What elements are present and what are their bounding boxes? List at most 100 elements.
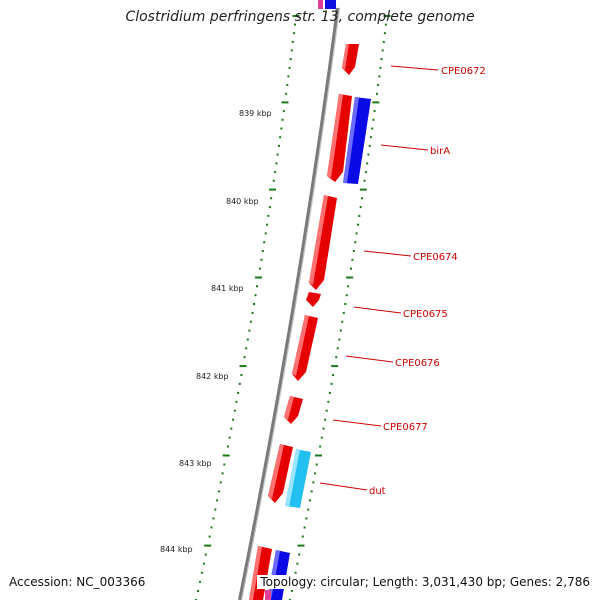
inner-scale-minor-tick <box>281 118 284 121</box>
inner-scale-minor-tick <box>217 490 220 493</box>
inner-scale-minor-tick <box>228 436 231 439</box>
inner-scale-major-tick <box>239 365 247 368</box>
scale-label-841: 841 kbp <box>211 284 244 293</box>
inner-scale-minor-tick <box>238 382 241 385</box>
inner-scale-minor-tick <box>226 445 229 448</box>
inner-scale-minor-tick <box>282 110 285 113</box>
outer-scale-minor-tick <box>376 92 378 95</box>
outer-scale-minor-tick <box>338 338 341 341</box>
inner-scale-minor-tick <box>243 356 246 359</box>
gene-label-dut[interactable]: dut <box>369 486 386 497</box>
outer-scale-major-tick <box>372 101 380 104</box>
scale-labels: 839 kbp 840 kbp 841 kbp 842 kbp 843 kbp … <box>160 109 272 554</box>
gene-CPE0676[interactable] <box>292 315 318 381</box>
label-leader-lines <box>319 65 439 491</box>
outer-scale-minor-tick <box>332 374 335 376</box>
outer-scale-minor-tick <box>308 499 311 502</box>
scale-label-840: 840 kbp <box>226 197 259 206</box>
outer-scale-minor-tick <box>307 508 310 511</box>
outer-scale-minor-tick <box>335 356 338 359</box>
inner-scale-minor-tick <box>258 267 261 270</box>
inner-scale-minor-tick <box>246 338 249 341</box>
inner-scale-minor-tick <box>254 294 257 297</box>
outer-scale-minor-tick <box>319 445 322 448</box>
outer-scale-minor-tick <box>310 490 313 493</box>
inner-scale-minor-tick <box>230 427 233 430</box>
inner-scale-minor-tick <box>292 32 295 35</box>
topology-text: Topology: circular; Length: 3,031,430 bp… <box>257 575 590 589</box>
accession-text: Accession: NC_003366 <box>9 575 146 589</box>
partial-scale-label: · <box>286 5 289 14</box>
gene-CPE0679[interactable] <box>268 444 293 503</box>
gene-label-birA[interactable]: birA <box>430 146 450 157</box>
inner-scale-minor-tick <box>223 463 226 466</box>
gene-CPE0674[interactable] <box>309 195 337 290</box>
inner-scale-minor-tick <box>266 223 268 226</box>
outer-scale-minor-tick <box>384 23 387 26</box>
inner-scale-minor-tick <box>294 23 296 26</box>
gene-label-CPE0676[interactable]: CPE0676 <box>395 358 440 369</box>
inner-scale-minor-tick <box>197 589 199 592</box>
outer-scale-minor-tick <box>296 562 299 565</box>
partial-gene-bottom-pink <box>265 590 271 600</box>
outer-scale-minor-tick <box>341 320 344 323</box>
gene-CPE0672[interactable] <box>342 44 359 75</box>
outer-scale-minor-tick <box>345 294 348 297</box>
gene-label-CPE0675[interactable]: CPE0675 <box>403 309 448 320</box>
gene-label-CPE0677[interactable]: CPE0677 <box>383 422 428 433</box>
outer-scale-minor-tick <box>330 382 333 385</box>
scale-label-842: 842 kbp <box>196 372 229 381</box>
outer-scale-minor-tick <box>324 418 327 421</box>
inner-scale-major-tick <box>281 101 289 104</box>
inner-scale-minor-tick <box>289 58 292 61</box>
outer-scale-minor-tick <box>352 250 355 252</box>
inner-scale-minor-tick <box>256 285 258 288</box>
inner-scale-minor-tick <box>219 481 222 484</box>
scale-label-839: 839 kbp <box>239 109 272 118</box>
gene-CPE0673[interactable] <box>327 94 352 182</box>
inner-scale-minor-tick <box>276 153 279 156</box>
gene-birA[interactable] <box>343 97 371 184</box>
inner-scale-minor-tick <box>214 508 217 511</box>
outer-scale-minor-tick <box>339 329 342 332</box>
outer-scale-minor-tick <box>366 162 369 165</box>
gene-CPE0677[interactable] <box>284 396 303 424</box>
outer-scale-minor-tick <box>294 571 297 574</box>
outer-scale-major-tick <box>315 454 322 457</box>
gene-dut[interactable] <box>285 449 311 508</box>
inner-scale-minor-tick <box>287 75 290 78</box>
inner-scale-minor-tick <box>251 311 254 314</box>
genome-backbone-highlight <box>241 7 340 600</box>
gene-label-CPE0674[interactable]: CPE0674 <box>413 252 458 263</box>
outer-scale-major-tick <box>297 544 305 547</box>
outer-scale-minor-tick <box>361 197 363 200</box>
inner-scale-minor-tick <box>210 526 213 529</box>
inner-scale-minor-tick <box>272 179 275 182</box>
gene-label-CPE0672[interactable]: CPE0672 <box>441 66 486 77</box>
outer-scale-minor-tick <box>327 400 330 403</box>
outer-scale-minor-tick <box>351 258 354 261</box>
inner-scale-minor-tick <box>216 499 219 502</box>
genome-backbone <box>238 7 340 600</box>
inner-scale-track <box>195 15 300 600</box>
inner-scale-minor-tick <box>275 162 278 165</box>
inner-scale-minor-tick <box>253 303 255 305</box>
gene-bottom-red[interactable] <box>249 546 272 600</box>
partial-gene-top-blue <box>325 0 336 9</box>
outer-scale-minor-tick <box>303 526 306 529</box>
gene-CPE0675[interactable] <box>306 292 321 307</box>
inner-scale-minor-tick <box>267 214 270 217</box>
inner-scale-major-tick <box>292 15 300 17</box>
inner-scale-minor-tick <box>261 250 264 252</box>
inner-scale-minor-tick <box>249 320 252 323</box>
inner-scale-minor-tick <box>240 374 243 376</box>
outer-scale-minor-tick <box>381 49 384 52</box>
outer-scale-minor-tick <box>320 436 323 439</box>
map-title: Clostridium perfringens str. 13, complet… <box>125 9 475 25</box>
inner-scale-minor-tick <box>277 144 280 147</box>
inner-scale-minor-tick <box>204 553 207 556</box>
inner-scale-minor-tick <box>274 171 277 174</box>
outer-scale-minor-tick <box>377 84 380 87</box>
outer-scale-minor-tick <box>372 118 375 121</box>
